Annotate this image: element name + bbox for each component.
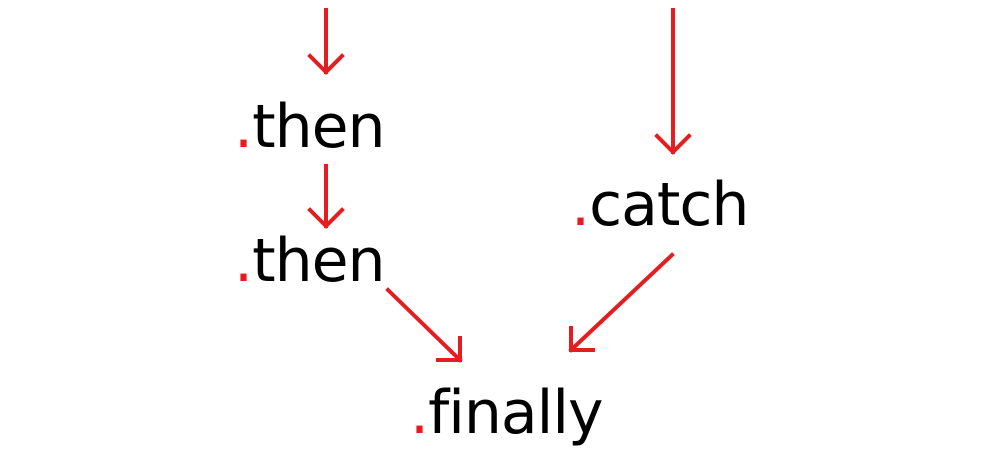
arrow-start-to-catch (654, 8, 692, 155)
node-catch-dot: . (571, 170, 590, 240)
node-finally-text: finally (428, 378, 603, 448)
node-then-1: .then (234, 97, 386, 157)
arrow-then-1-to-then-2 (307, 164, 345, 229)
node-catch: .catch (571, 175, 749, 235)
arrow-start-to-then-1 (307, 8, 345, 75)
node-finally-dot: . (410, 378, 429, 448)
node-then-1-text: then (252, 92, 385, 162)
node-catch-text: catch (589, 170, 749, 240)
node-then-2-text: then (252, 226, 385, 296)
arrow-then-2-to-finally (385, 287, 463, 363)
node-then-2: .then (234, 231, 386, 291)
node-then-1-dot: . (234, 92, 253, 162)
node-then-2-dot: . (234, 226, 253, 296)
node-finally: .finally (410, 383, 604, 443)
arrow-catch-to-finally (568, 252, 675, 353)
